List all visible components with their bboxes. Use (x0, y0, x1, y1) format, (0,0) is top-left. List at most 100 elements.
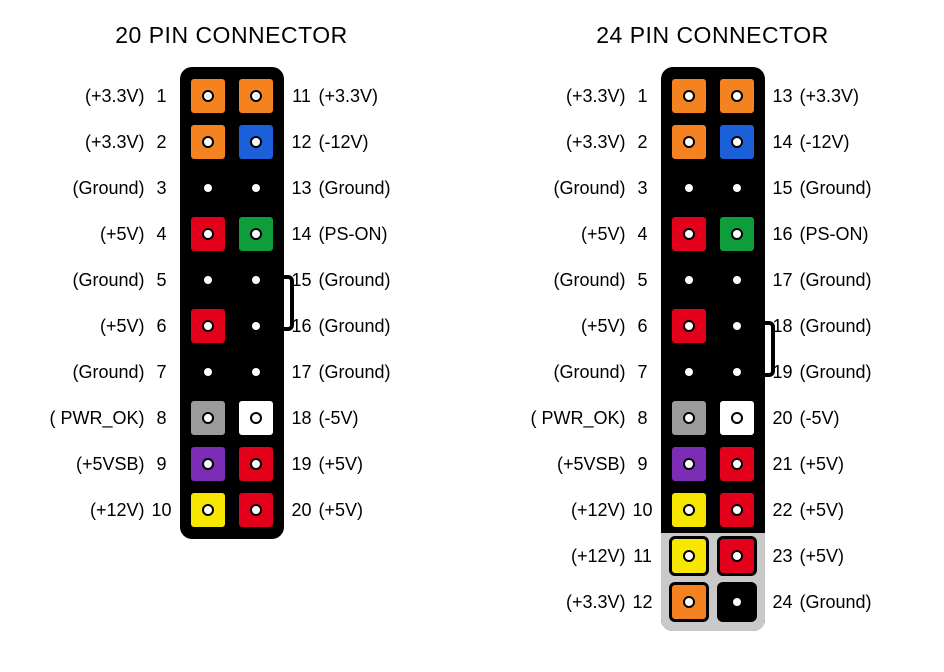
pin (236, 76, 276, 116)
pin-row (667, 533, 759, 579)
pin (236, 444, 276, 484)
pin (717, 122, 757, 162)
pin (188, 352, 228, 392)
pin (717, 352, 757, 392)
pin-label-left: (+5V) 4 (50, 211, 180, 257)
pin-row (667, 119, 759, 165)
pin (188, 214, 228, 254)
pin-label-left: (+3.3V) 1 (531, 73, 661, 119)
pin (717, 306, 757, 346)
connector-20pin: 20 PIN CONNECTOR(+3.3V) 1(+3.3V) 2(Groun… (50, 22, 414, 631)
pin (669, 76, 709, 116)
pin-label-right: 16 (Ground) (284, 303, 414, 349)
pin-label-right: 15 (Ground) (284, 257, 414, 303)
pin-label-left: (+3.3V) 12 (531, 579, 661, 625)
pin-label-right: 19 (+5V) (284, 441, 414, 487)
pin-row (667, 487, 759, 533)
pin-row (186, 349, 278, 395)
pin-row (186, 303, 278, 349)
pin-label-right: 16 (PS-ON) (765, 211, 895, 257)
pin (669, 444, 709, 484)
pin (188, 444, 228, 484)
pin-label-left: (+5VSB) 9 (531, 441, 661, 487)
pin-label-right: 13 (Ground) (284, 165, 414, 211)
pin-row (667, 257, 759, 303)
pin-label-right: 12 (-12V) (284, 119, 414, 165)
connector-housing (661, 67, 765, 631)
pin (188, 398, 228, 438)
pin-label-left: (Ground) 3 (50, 165, 180, 211)
pin-label-left: ( PWR_OK) 8 (531, 395, 661, 441)
pin (669, 306, 709, 346)
pinout-diagram: 20 PIN CONNECTOR(+3.3V) 1(+3.3V) 2(Groun… (0, 0, 944, 631)
pin-label-left: (+5V) 6 (531, 303, 661, 349)
pin (236, 352, 276, 392)
connector-housing (180, 67, 284, 539)
pin (717, 490, 757, 530)
pin (188, 122, 228, 162)
pin-row (667, 395, 759, 441)
pin-label-right: 24 (Ground) (765, 579, 895, 625)
pin-row (667, 211, 759, 257)
pin-row (186, 73, 278, 119)
pin-label-left: (+12V) 10 (50, 487, 180, 533)
pin (236, 168, 276, 208)
pin-label-right: 18 (Ground) (765, 303, 895, 349)
pin (717, 214, 757, 254)
pin-label-left: (+5V) 4 (531, 211, 661, 257)
pin-label-right: 15 (Ground) (765, 165, 895, 211)
pin (717, 168, 757, 208)
pin (717, 536, 757, 576)
pin-label-left: (Ground) 7 (531, 349, 661, 395)
pin (188, 260, 228, 300)
pin-label-right: 11 (+3.3V) (284, 73, 414, 119)
pin-label-left: (+3.3V) 1 (50, 73, 180, 119)
pin (188, 306, 228, 346)
pin (669, 214, 709, 254)
pin (669, 352, 709, 392)
pin-label-left: (+3.3V) 2 (531, 119, 661, 165)
pin-label-right: 22 (+5V) (765, 487, 895, 533)
connector-clip (282, 275, 294, 331)
pin-label-left: (Ground) 3 (531, 165, 661, 211)
pin-row (667, 165, 759, 211)
connector-24pin: 24 PIN CONNECTOR(+3.3V) 1(+3.3V) 2(Groun… (531, 22, 895, 631)
pin-row (186, 211, 278, 257)
pin (669, 582, 709, 622)
pin-label-right: 18 (-5V) (284, 395, 414, 441)
pin (669, 398, 709, 438)
pin-label-left: ( PWR_OK) 8 (50, 395, 180, 441)
pin (717, 582, 757, 622)
pin (188, 168, 228, 208)
pin (236, 306, 276, 346)
pin-label-right: 14 (-12V) (765, 119, 895, 165)
pin (717, 398, 757, 438)
pin-label-left: (+5V) 6 (50, 303, 180, 349)
pin-row (186, 119, 278, 165)
pin-label-right: 13 (+3.3V) (765, 73, 895, 119)
pin-label-right: 19 (Ground) (765, 349, 895, 395)
pin-label-right: 17 (Ground) (765, 257, 895, 303)
pin-label-right: 17 (Ground) (284, 349, 414, 395)
pin-label-left: (Ground) 5 (531, 257, 661, 303)
pin (236, 490, 276, 530)
pin (236, 122, 276, 162)
pin-label-left: (+12V) 10 (531, 487, 661, 533)
pin (717, 76, 757, 116)
pin (717, 260, 757, 300)
pin-label-right: 21 (+5V) (765, 441, 895, 487)
connector-title: 24 PIN CONNECTOR (596, 22, 829, 49)
pin (188, 76, 228, 116)
connector-title: 20 PIN CONNECTOR (115, 22, 348, 49)
pin (717, 444, 757, 484)
pin (669, 122, 709, 162)
pin-row (667, 441, 759, 487)
pin-label-right: 20 (-5V) (765, 395, 895, 441)
pin (669, 490, 709, 530)
pin-label-right: 23 (+5V) (765, 533, 895, 579)
pin-label-left: (Ground) 7 (50, 349, 180, 395)
pin-row (667, 579, 759, 625)
pin (236, 214, 276, 254)
pin-label-right: 14 (PS-ON) (284, 211, 414, 257)
pin-row (667, 73, 759, 119)
